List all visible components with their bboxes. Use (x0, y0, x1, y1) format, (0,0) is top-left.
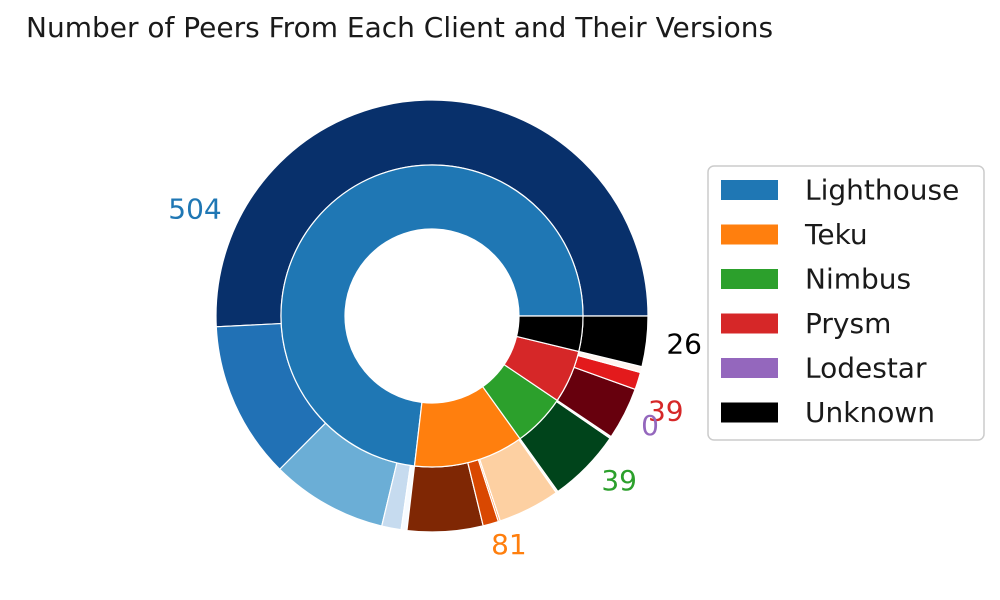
value-labels: 504 81 39 390 26 (168, 192, 702, 561)
legend-swatch-nimbus (721, 269, 778, 289)
legend-swatch-lighthouse (721, 180, 778, 200)
value-label-lighthouse: 504 (168, 192, 221, 225)
value-label-prysm: 39 (648, 395, 684, 428)
legend-swatch-unknown (721, 402, 778, 423)
inner-wedge-lighthouse-0 (280, 164, 584, 467)
legend-label-teku: Teku (804, 218, 868, 251)
legend-label-unknown: Unknown (805, 396, 935, 429)
legend-label-prysm: Prysm (805, 307, 891, 340)
legend-swatch-prysm (721, 313, 778, 334)
chart-title: Number of Peers From Each Client and The… (26, 11, 773, 44)
legend-swatch-teku (721, 224, 778, 245)
outer-ring (215, 99, 649, 533)
value-label-teku: 81 (491, 528, 527, 561)
inner-ring (280, 164, 584, 468)
legend-swatch-lodestar (721, 358, 778, 378)
value-label-lodestar: 0 (641, 409, 659, 442)
legend: Lighthouse Teku Nimbus Prysm Lodestar Unknown (707, 165, 985, 441)
legend-label-nimbus: Nimbus (805, 263, 911, 296)
legend-label-lighthouse: Lighthouse (805, 174, 959, 207)
inner-wedge-unknown-5 (515, 315, 584, 353)
value-label-unknown: 26 (666, 327, 702, 360)
value-label-nimbus: 39 (601, 464, 637, 497)
legend-label-lodestar: Lodestar (805, 352, 927, 385)
